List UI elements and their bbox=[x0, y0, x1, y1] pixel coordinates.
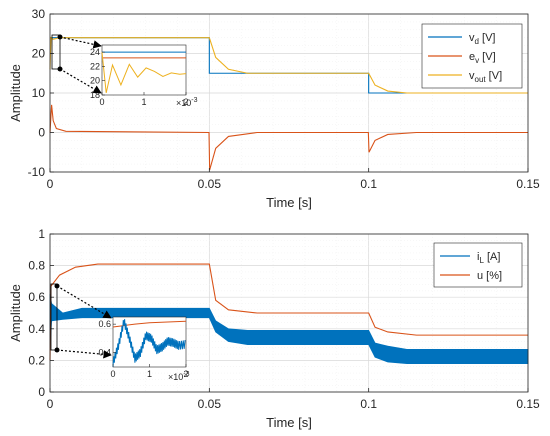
top-series bbox=[49, 36, 528, 171]
top-y-tick-label: 10 bbox=[32, 86, 46, 100]
top-x-axis-label: Time [s] bbox=[266, 195, 312, 210]
top-x-tick-label: 0.1 bbox=[360, 177, 377, 191]
bottom-y-tick-label: 0.6 bbox=[28, 290, 45, 304]
bottom-ticks: 0 0.05 0.1 0.15 0 0.2 0.4 0.6 0.8 1 bbox=[28, 227, 540, 411]
bottom-zoom-region bbox=[50, 283, 58, 351]
top-y-axis-label: Amplitude bbox=[8, 64, 23, 122]
bottom-inset-y-tick-label: 0.6 bbox=[98, 319, 111, 329]
top-inset-ticks: 0 1 2 24 22 20 18 bbox=[90, 47, 189, 107]
top-legend-label-vd: vd [V] bbox=[469, 32, 495, 46]
top-inset-x-tick-label: 0 bbox=[99, 97, 104, 107]
bottom-inset-x-tick-label: 1 bbox=[147, 369, 152, 379]
top-series-1 bbox=[49, 104, 528, 171]
top-inset-series bbox=[101, 51, 187, 93]
bottom-legend-box bbox=[433, 242, 523, 288]
top-zoom-region bbox=[51, 34, 61, 70]
top-inset-series-2 bbox=[101, 52, 187, 93]
top-inset-x-tick-label: 2 bbox=[183, 97, 188, 107]
top-inset-y-tick-label: 22 bbox=[90, 61, 100, 71]
top-series-2 bbox=[49, 36, 528, 94]
top-inset-y-tick-label: 18 bbox=[90, 90, 100, 100]
bottom-inset-x-tick-label: 0 bbox=[110, 369, 115, 379]
top-legend-label-vout: vout [V] bbox=[469, 70, 502, 84]
bottom-series-1 bbox=[49, 263, 528, 361]
top-inset-x-tick-label: 1 bbox=[141, 97, 146, 107]
bottom-zoom-arrow bbox=[56, 285, 112, 319]
bottom-legend-label-u: u [%] bbox=[477, 270, 502, 282]
bottom-x-tick-label: 0.1 bbox=[360, 397, 377, 411]
top-zoom-arrow bbox=[59, 36, 102, 49]
bottom-inset-series-0 bbox=[112, 320, 187, 328]
top-x-tick-label: 0.05 bbox=[198, 177, 222, 191]
bottom-inset-x-tick-label: 2 bbox=[183, 369, 188, 379]
bottom-axes-box bbox=[49, 233, 529, 393]
top-y-tick-label: -10 bbox=[28, 165, 46, 179]
top-x-tick-label: 0.15 bbox=[516, 177, 540, 191]
bottom-inset-exponent: ×10-3 bbox=[168, 371, 190, 382]
bottom-x-axis-label: Time [s] bbox=[266, 415, 312, 430]
bottom-inset-series-1 bbox=[112, 319, 186, 368]
bottom-y-tick-label: 0.8 bbox=[28, 259, 45, 273]
bottom-legend-label-il: iL [A] bbox=[477, 251, 500, 265]
bottom-inset: 0 1 2 0.6 0.4 ×10-3 bbox=[98, 316, 190, 382]
top-zoom-callout bbox=[51, 34, 102, 94]
bottom-zoom-arrow bbox=[56, 349, 112, 359]
bottom-y-axis-label: Amplitude bbox=[8, 284, 23, 342]
top-legend: vd [V] ev [V] vout [V] bbox=[421, 23, 523, 89]
top-inset: 0 1 2 24 22 20 18 ×10-3 bbox=[90, 44, 198, 108]
bottom-y-tick-label: 0 bbox=[38, 385, 45, 399]
bottom-zoom-callout bbox=[50, 283, 112, 359]
top-y-tick-label: 20 bbox=[32, 47, 46, 61]
top-inset-exponent: ×10-3 bbox=[176, 97, 198, 108]
bottom-inset-series bbox=[112, 319, 187, 368]
top-x-tick-label: 0 bbox=[47, 177, 54, 191]
top-inset-y-tick-label: 20 bbox=[90, 76, 100, 86]
bottom-chart: 0 0.05 0.1 0.15 0 0.2 0.4 0.6 0.8 1 Amplitude Tim… bbox=[8, 227, 540, 430]
top-inset-y-tick-label: 24 bbox=[90, 47, 100, 57]
bottom-x-tick-label: 0 bbox=[47, 397, 54, 411]
bottom-legend: iL [A] u [%] bbox=[433, 242, 523, 288]
bottom-x-tick-label: 0.15 bbox=[516, 397, 540, 411]
bottom-x-tick-label: 0.05 bbox=[198, 397, 222, 411]
bottom-inset-y-tick-label: 0.4 bbox=[98, 348, 111, 358]
bottom-y-tick-label: 0.4 bbox=[28, 322, 45, 336]
bottom-y-tick-label: 0.2 bbox=[28, 353, 45, 367]
top-legend-label-ev: ev [V] bbox=[469, 51, 496, 65]
top-y-tick-label: 30 bbox=[32, 7, 46, 21]
top-y-tick-label: 0 bbox=[38, 126, 45, 140]
bottom-y-tick-label: 1 bbox=[38, 227, 45, 241]
